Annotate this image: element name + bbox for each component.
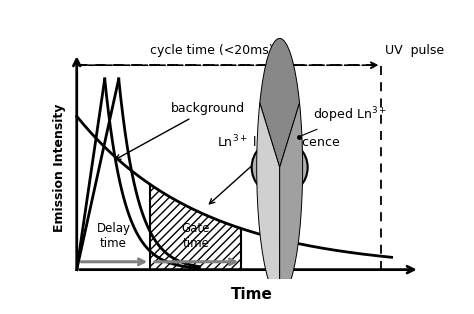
Text: doped Ln$^{3+}$: doped Ln$^{3+}$ xyxy=(302,106,387,136)
Text: Time: Time xyxy=(231,287,273,302)
Ellipse shape xyxy=(252,139,308,195)
Wedge shape xyxy=(257,103,280,296)
Text: cycle time (<20ms): cycle time (<20ms) xyxy=(150,44,273,57)
Text: Delay
time: Delay time xyxy=(97,222,130,250)
Wedge shape xyxy=(260,38,300,167)
Text: Ln$^{3+}$ luminescence: Ln$^{3+}$ luminescence xyxy=(210,133,340,204)
Text: UV  pulse: UV pulse xyxy=(384,44,444,57)
Text: background: background xyxy=(116,102,246,160)
Wedge shape xyxy=(280,103,302,296)
Text: Emission Intensity: Emission Intensity xyxy=(54,103,66,232)
Text: Gate
time: Gate time xyxy=(182,222,210,250)
